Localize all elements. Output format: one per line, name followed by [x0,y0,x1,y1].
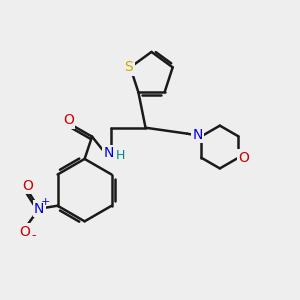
Text: +: + [41,197,50,207]
Text: -: - [32,229,36,242]
Text: O: O [22,179,33,193]
Text: N: N [34,202,44,216]
Text: S: S [124,60,133,74]
Text: O: O [63,113,74,127]
Text: H: H [116,149,126,162]
Text: N: N [193,128,203,142]
Text: O: O [238,151,249,165]
Text: O: O [19,225,30,238]
Text: N: N [104,146,114,160]
